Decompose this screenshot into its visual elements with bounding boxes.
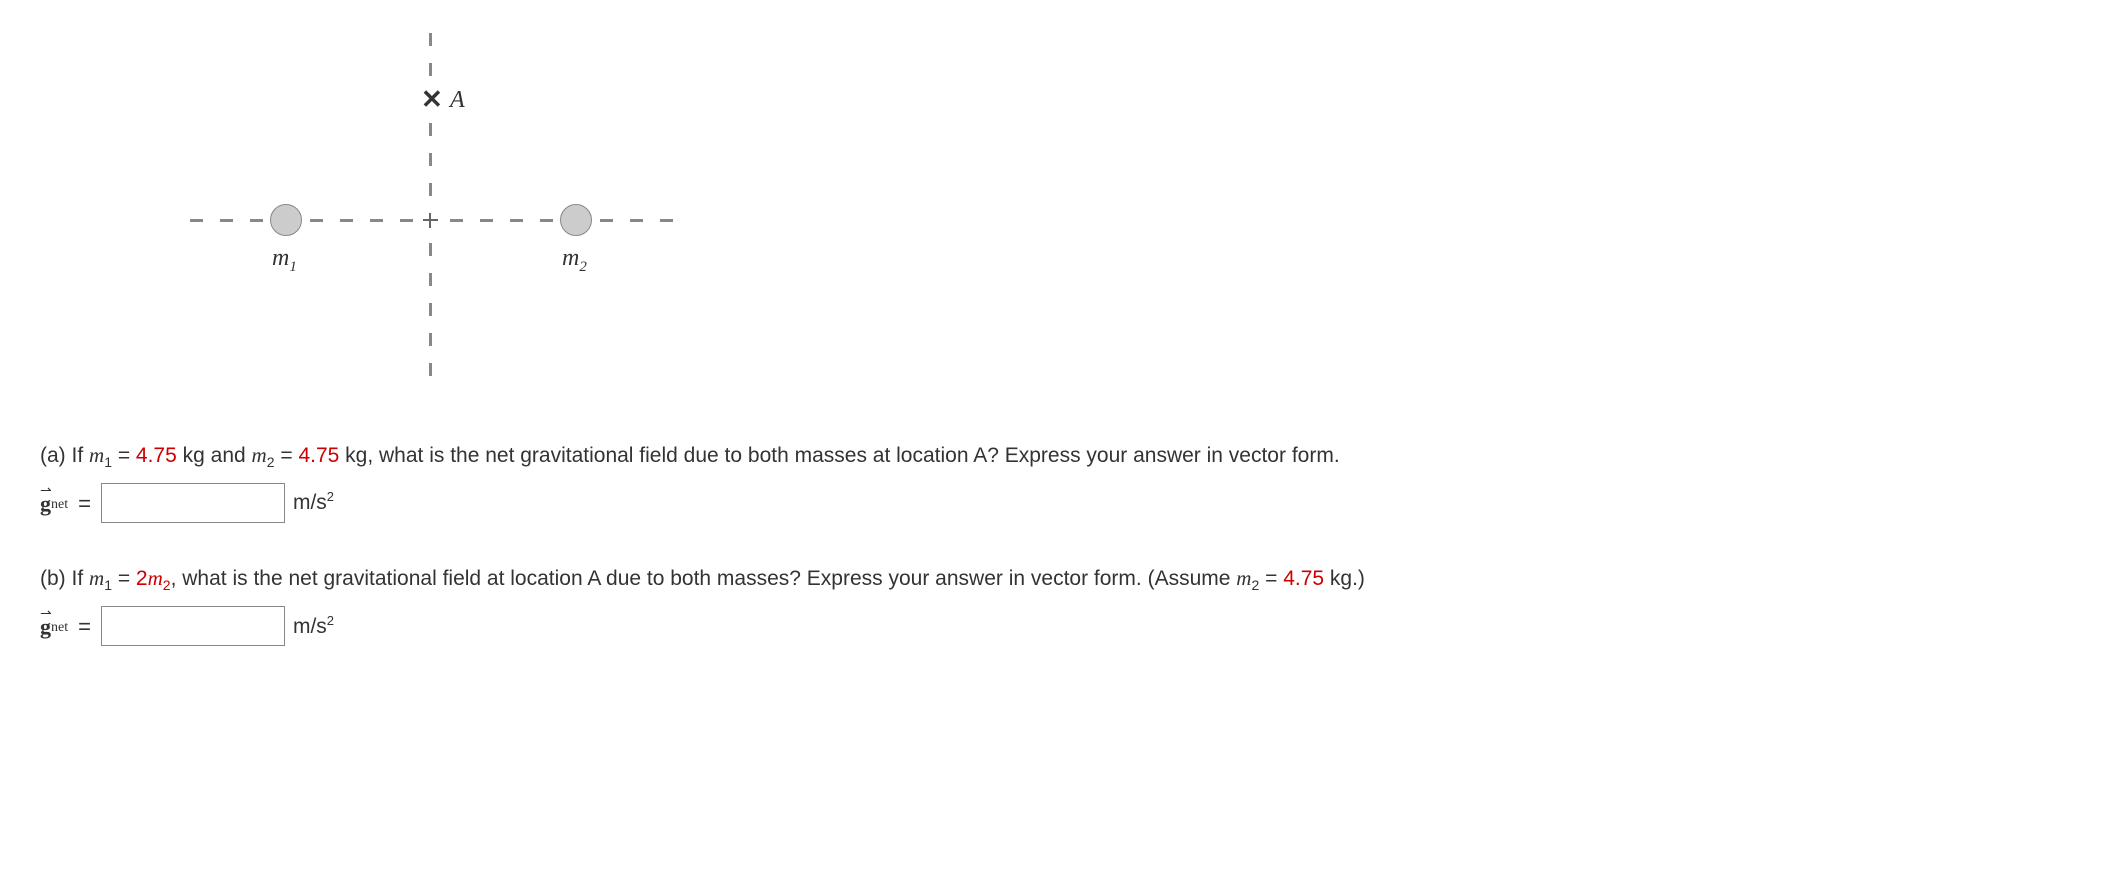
dash bbox=[429, 33, 432, 46]
diagram: ✕ A m1 m2 bbox=[150, 30, 750, 410]
dash bbox=[429, 273, 432, 286]
answer-a-input[interactable] bbox=[101, 483, 285, 523]
point-A-x-icon: ✕ bbox=[421, 80, 443, 119]
var: m bbox=[1236, 566, 1251, 590]
var: m bbox=[148, 566, 163, 590]
unit-base: m/s bbox=[293, 491, 327, 514]
var: m bbox=[272, 245, 289, 271]
dash bbox=[429, 333, 432, 346]
dash bbox=[660, 219, 673, 222]
g-sub: net bbox=[51, 494, 68, 515]
g-net-symbol: ⇀ gnet bbox=[40, 610, 68, 643]
unit: m/s2 bbox=[293, 611, 334, 643]
value: 4.75 bbox=[1283, 567, 1324, 590]
g-sub: net bbox=[51, 617, 68, 638]
text: (b) If bbox=[40, 567, 89, 590]
unit: m/s2 bbox=[293, 487, 334, 519]
dash bbox=[190, 219, 203, 222]
text: kg, what is the net gravitational field … bbox=[339, 444, 1339, 467]
value: 4.75 bbox=[136, 444, 177, 467]
coeff: 2 bbox=[136, 567, 148, 590]
sub: 1 bbox=[289, 259, 297, 275]
text: = bbox=[1259, 567, 1283, 590]
dash bbox=[600, 219, 613, 222]
var: m bbox=[252, 443, 267, 467]
mass-1 bbox=[270, 204, 302, 236]
text: kg and bbox=[177, 444, 252, 467]
var: m bbox=[89, 443, 104, 467]
dash bbox=[429, 183, 432, 196]
vector-arrow-icon: ⇀ bbox=[40, 481, 51, 502]
g-net-symbol: ⇀ gnet bbox=[40, 487, 68, 520]
dash bbox=[510, 219, 523, 222]
equals: = bbox=[78, 610, 91, 643]
unit-base: m/s bbox=[293, 615, 327, 638]
question-a: (a) If m1 = 4.75 kg and m2 = 4.75 kg, wh… bbox=[40, 440, 2066, 473]
var: m bbox=[89, 566, 104, 590]
mass-2 bbox=[560, 204, 592, 236]
text: = bbox=[112, 567, 136, 590]
unit-exp: 2 bbox=[327, 489, 334, 504]
answer-a: ⇀ gnet = m/s2 bbox=[40, 483, 2066, 523]
dash bbox=[630, 219, 643, 222]
dash bbox=[370, 219, 383, 222]
dash bbox=[429, 153, 432, 166]
equals: = bbox=[78, 487, 91, 520]
vector-arrow-icon: ⇀ bbox=[40, 604, 51, 625]
value: 4.75 bbox=[298, 444, 339, 467]
dash bbox=[250, 219, 263, 222]
dash bbox=[310, 219, 323, 222]
dash bbox=[480, 219, 493, 222]
dash bbox=[429, 243, 432, 256]
question-b: (b) If m1 = 2m2, what is the net gravita… bbox=[40, 563, 2066, 596]
dash bbox=[220, 219, 233, 222]
sub: 1 bbox=[104, 577, 112, 593]
text: kg.) bbox=[1324, 567, 1365, 590]
sub: 2 bbox=[163, 577, 171, 593]
dash bbox=[429, 303, 432, 316]
sub: 2 bbox=[579, 259, 587, 275]
dash bbox=[450, 219, 463, 222]
unit-exp: 2 bbox=[327, 613, 334, 628]
answer-b-input[interactable] bbox=[101, 606, 285, 646]
answer-b: ⇀ gnet = m/s2 bbox=[40, 606, 2066, 646]
text: , what is the net gravitational field at… bbox=[171, 567, 1237, 590]
origin-cross bbox=[429, 213, 431, 228]
text: = bbox=[112, 444, 136, 467]
dash bbox=[429, 363, 432, 376]
text: (a) If bbox=[40, 444, 89, 467]
mass-2-label: m2 bbox=[562, 240, 587, 278]
sub: 2 bbox=[267, 454, 275, 470]
dash bbox=[429, 123, 432, 136]
dash bbox=[400, 219, 413, 222]
text: = bbox=[275, 444, 299, 467]
dash bbox=[429, 63, 432, 76]
sub: 1 bbox=[104, 454, 112, 470]
var: m bbox=[562, 245, 579, 271]
mass-1-label: m1 bbox=[272, 240, 297, 278]
point-A-label: A bbox=[450, 82, 465, 118]
dash bbox=[540, 219, 553, 222]
dash bbox=[340, 219, 353, 222]
